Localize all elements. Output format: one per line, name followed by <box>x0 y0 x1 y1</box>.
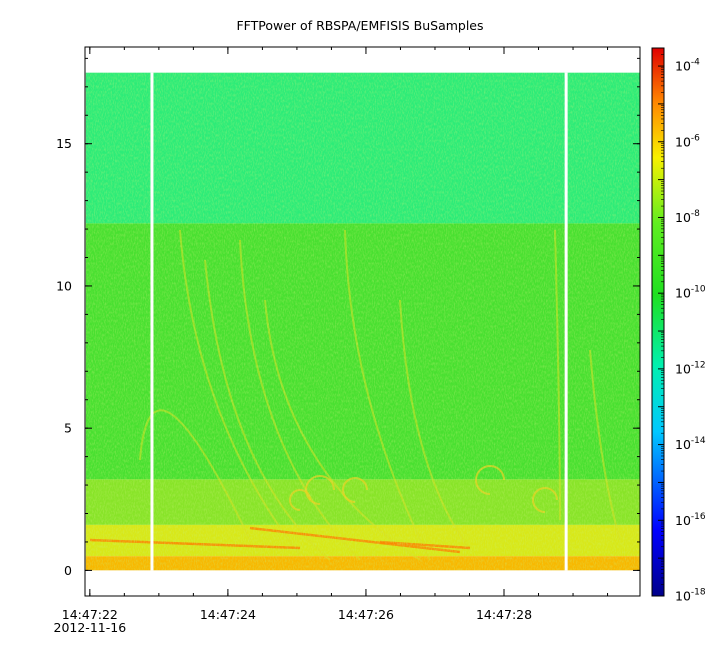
spectral-noise-texture <box>85 47 640 596</box>
data-gap <box>564 72 568 571</box>
y-tick-label: 0 <box>64 563 72 578</box>
colorbar-tick-label: 10-6 <box>675 133 700 149</box>
colorbar-tick-label: 10-16 <box>675 512 706 528</box>
x-tick-label: 14:47:26 <box>338 607 394 622</box>
data-gap <box>150 72 154 571</box>
x-start-date-label: 2012-11-16 <box>54 620 127 635</box>
x-axis: 14:47:22 14:47:24 14:47:26 14:47:28 2012-11-… <box>54 47 609 635</box>
x-tick-label: 14:47:22 <box>62 607 118 622</box>
y-tick-label: 5 <box>64 421 72 436</box>
colorbar-tick-label: 10-10 <box>675 285 706 301</box>
colorbar-tick-label: 10-14 <box>675 436 706 452</box>
plot-frame <box>84 46 641 597</box>
no-data-top <box>85 47 640 73</box>
x-tick-label: 14:47:24 <box>200 607 256 622</box>
chart-title: FFTPower of RBSPA/EMFISIS BuSamples <box>236 18 483 33</box>
colorbar-tick-label: 10-8 <box>675 209 700 225</box>
colorbar-axis: 10-4 10-6 10-8 10-10 10-12 10-14 10-16 10-18 <box>658 54 706 604</box>
data-gaps <box>85 47 640 596</box>
colorbar-tick-label: 10-18 <box>675 588 706 604</box>
y-tick-label: 15 <box>56 136 72 151</box>
colorbar-tick-label: 10-4 <box>675 58 700 74</box>
x-tick-label: 14:47:28 <box>476 607 532 622</box>
no-data-bottom <box>85 570 640 596</box>
y-tick-label: 10 <box>56 278 72 293</box>
colorbar-tick-label: 10-12 <box>675 360 706 376</box>
y-axis: 0 5 10 15 <box>56 57 640 578</box>
